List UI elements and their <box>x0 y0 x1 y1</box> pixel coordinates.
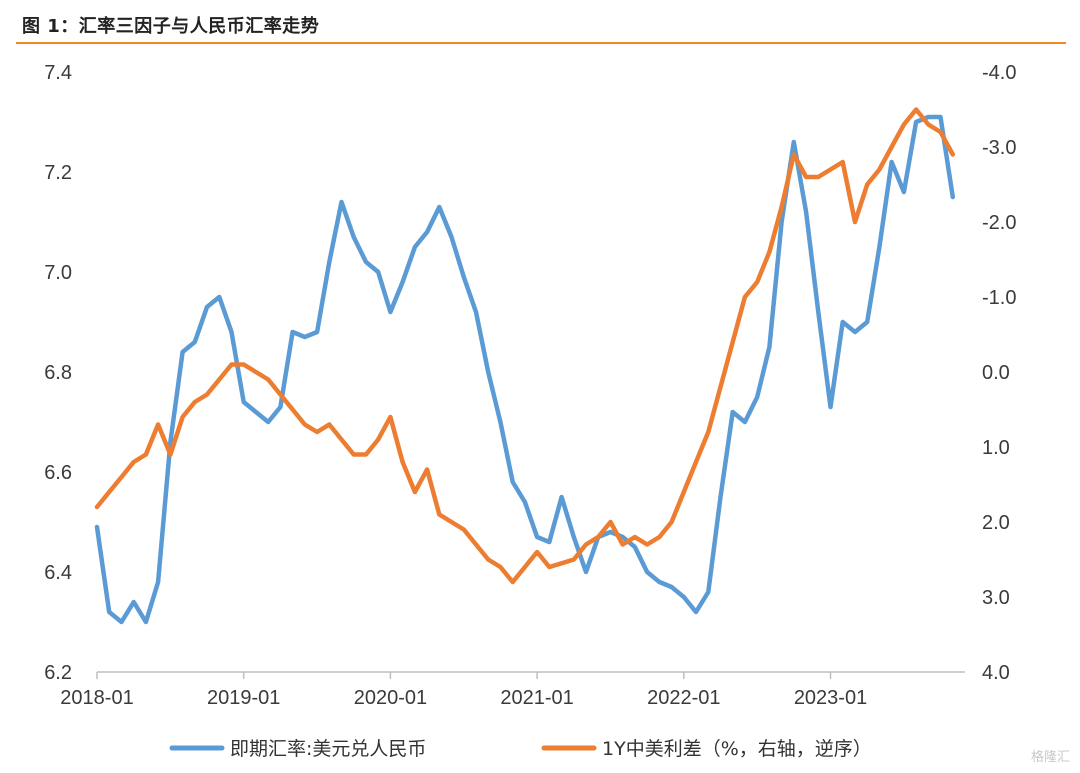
y-right-tick-label: -4.0 <box>982 62 1016 84</box>
y-left-tick-label: 6.8 <box>44 362 72 384</box>
legend-label: 即期汇率:美元兑人民币 <box>230 738 426 760</box>
x-tick-label: 2018-01 <box>60 687 133 709</box>
y-right-tick-label: 1.0 <box>982 437 1010 459</box>
series-group <box>94 107 956 625</box>
y-left-tick-label: 7.4 <box>44 62 72 84</box>
y-right-tick-label: 0.0 <box>982 362 1010 384</box>
y-right-tick-label: 3.0 <box>982 587 1010 609</box>
watermark: 格隆汇 <box>1030 750 1070 765</box>
series-line-rate-spread <box>94 107 956 585</box>
y-left-tick-label: 6.2 <box>44 662 72 684</box>
x-tick-label: 2023-01 <box>794 687 867 709</box>
y-right-tick-label: 4.0 <box>982 662 1010 684</box>
series-line-usdcny <box>94 114 956 625</box>
legend: 即期汇率:美元兑人民币 1Y中美利差（%，右轴，逆序） <box>169 738 872 760</box>
legend-label: 1Y中美利差（%，右轴，逆序） <box>602 738 872 760</box>
x-tick-label: 2019-01 <box>207 687 280 709</box>
y-left-tick-label: 6.6 <box>44 462 72 484</box>
y-axis-right-ticks: 4.0 3.0 2.0 1.0 0.0 -1.0 -2.0 -3.0 -4.0 <box>982 62 1016 684</box>
x-tick-label: 2020-01 <box>354 687 427 709</box>
y-right-tick-label: -1.0 <box>982 287 1016 309</box>
title-underline <box>16 42 1066 44</box>
y-right-tick-label: -3.0 <box>982 137 1016 159</box>
x-tick-label: 2022-01 <box>647 687 720 709</box>
x-tick-label: 2021-01 <box>500 687 573 709</box>
y-left-tick-label: 6.4 <box>44 562 72 584</box>
chart-title: 图 1：汇率三因子与人民币汇率走势 <box>22 16 320 37</box>
y-right-tick-label: -2.0 <box>982 212 1016 234</box>
y-left-tick-label: 7.2 <box>44 162 72 184</box>
y-right-tick-label: 2.0 <box>982 512 1010 534</box>
y-axis-left-ticks: 6.2 6.4 6.6 6.8 7.0 7.2 7.4 <box>44 62 72 684</box>
x-axis-ticks: 2018-01 2019-01 2020-01 2021-01 2022-01 2023-… <box>60 672 867 709</box>
y-left-tick-label: 7.0 <box>44 262 72 284</box>
